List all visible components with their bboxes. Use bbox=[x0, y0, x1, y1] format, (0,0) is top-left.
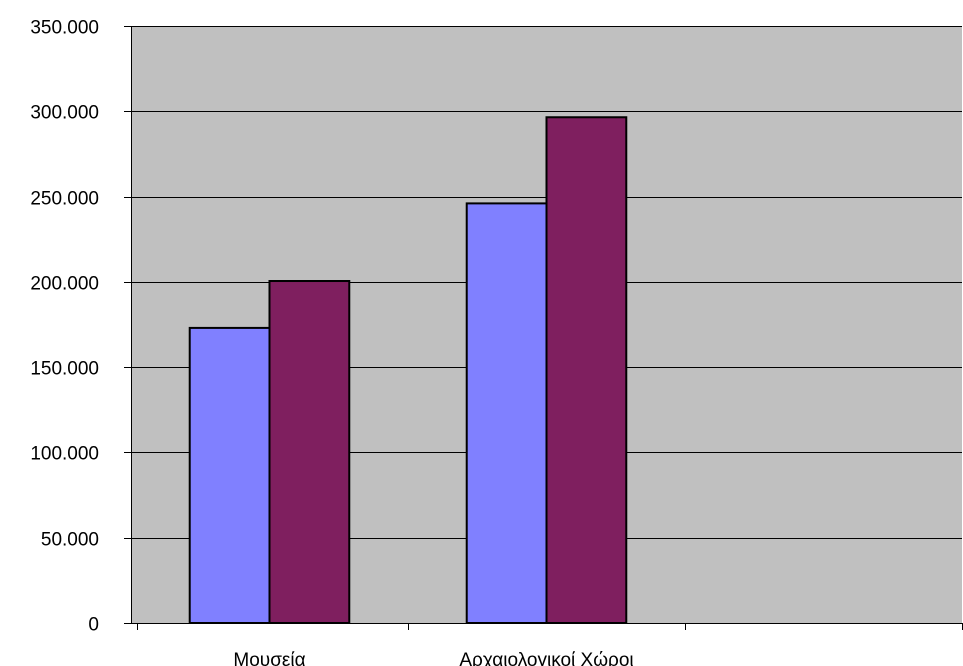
y-tick-label: 200.000 bbox=[30, 274, 99, 295]
x-category-label: Αρχαιολογικοί Χώροι bbox=[459, 650, 633, 666]
x-axis-ticks: Μουσεία Αρχαιολογικοί Χώροι bbox=[137, 623, 963, 666]
y-tick-label: 100.000 bbox=[30, 444, 99, 465]
y-tick-label: 50.000 bbox=[41, 530, 99, 551]
bar-series-2-cat-2 bbox=[545, 116, 628, 625]
bar-series-1-cat-2 bbox=[465, 202, 548, 624]
x-category-label: Μουσεία bbox=[233, 650, 305, 666]
axes bbox=[131, 26, 962, 624]
y-axis-ticks: 0 50.000 100.000 150.000 200.000 250.000 300.0… bbox=[30, 18, 131, 636]
y-tick-label: 150.000 bbox=[30, 359, 99, 380]
bar-series-1-cat-1 bbox=[188, 326, 271, 624]
bar-series-2-cat-1 bbox=[268, 280, 351, 624]
y-tick-label: 300.000 bbox=[30, 103, 99, 124]
y-tick-label: 350.000 bbox=[30, 18, 99, 39]
y-tick-label: 250.000 bbox=[30, 189, 99, 210]
y-tick-label: 0 bbox=[88, 615, 99, 636]
